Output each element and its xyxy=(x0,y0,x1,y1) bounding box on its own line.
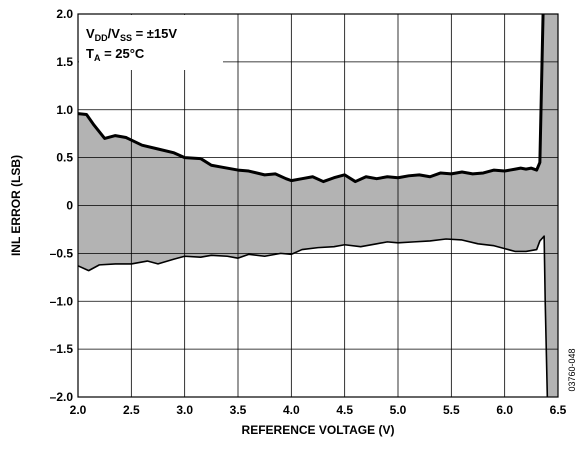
annotation-box xyxy=(79,15,223,70)
x-tick-label: 4.5 xyxy=(336,403,353,417)
y-tick-label: –1.5 xyxy=(50,342,74,356)
x-tick-label: 3.0 xyxy=(176,403,193,417)
x-tick-label: 2.0 xyxy=(70,403,87,417)
series-line-lower xyxy=(77,235,549,398)
y-tick-label: 0.5 xyxy=(56,151,73,165)
x-tick-label: 5.0 xyxy=(390,403,407,417)
series-line-upper xyxy=(77,13,545,184)
figure-code: 03760-048 xyxy=(567,348,577,391)
series-lines-layer xyxy=(77,13,549,398)
temperature-annotation: TA = 25°C xyxy=(86,46,145,63)
tick-labels-layer: 2.0 2.5 3.0 3.5 4.0 4.5 5.0 5.5 6.0 6.5 2.0 1.5 1.0 0… xyxy=(50,7,567,417)
y-axis-title: INL ERROR (LSB) xyxy=(9,155,23,256)
x-tick-label: 6.0 xyxy=(496,403,513,417)
y-tick-label: –2.0 xyxy=(50,390,74,404)
x-tick-label: 6.5 xyxy=(550,403,567,417)
grid-layer xyxy=(78,14,558,397)
y-tick-label: 1.0 xyxy=(56,103,73,117)
plot-frame xyxy=(77,13,559,398)
x-tick-label: 2.5 xyxy=(123,403,140,417)
x-tick-label: 3.5 xyxy=(230,403,247,417)
x-tick-label: 4.0 xyxy=(283,403,300,417)
y-tick-label: 0 xyxy=(66,199,73,213)
supply-voltage-annotation: VDD/VSS = ±15V xyxy=(86,26,177,43)
y-tick-label: –1.0 xyxy=(50,294,74,308)
annotation-layer: VDD/VSS = ±15V TA = 25°C xyxy=(86,26,177,63)
x-tick-label: 5.5 xyxy=(443,403,460,417)
y-tick-label: 2.0 xyxy=(56,7,73,21)
x-axis-title: REFERENCE VOLTAGE (V) xyxy=(242,423,395,437)
y-tick-label: 1.5 xyxy=(56,55,73,69)
y-tick-label: –0.5 xyxy=(50,246,74,260)
